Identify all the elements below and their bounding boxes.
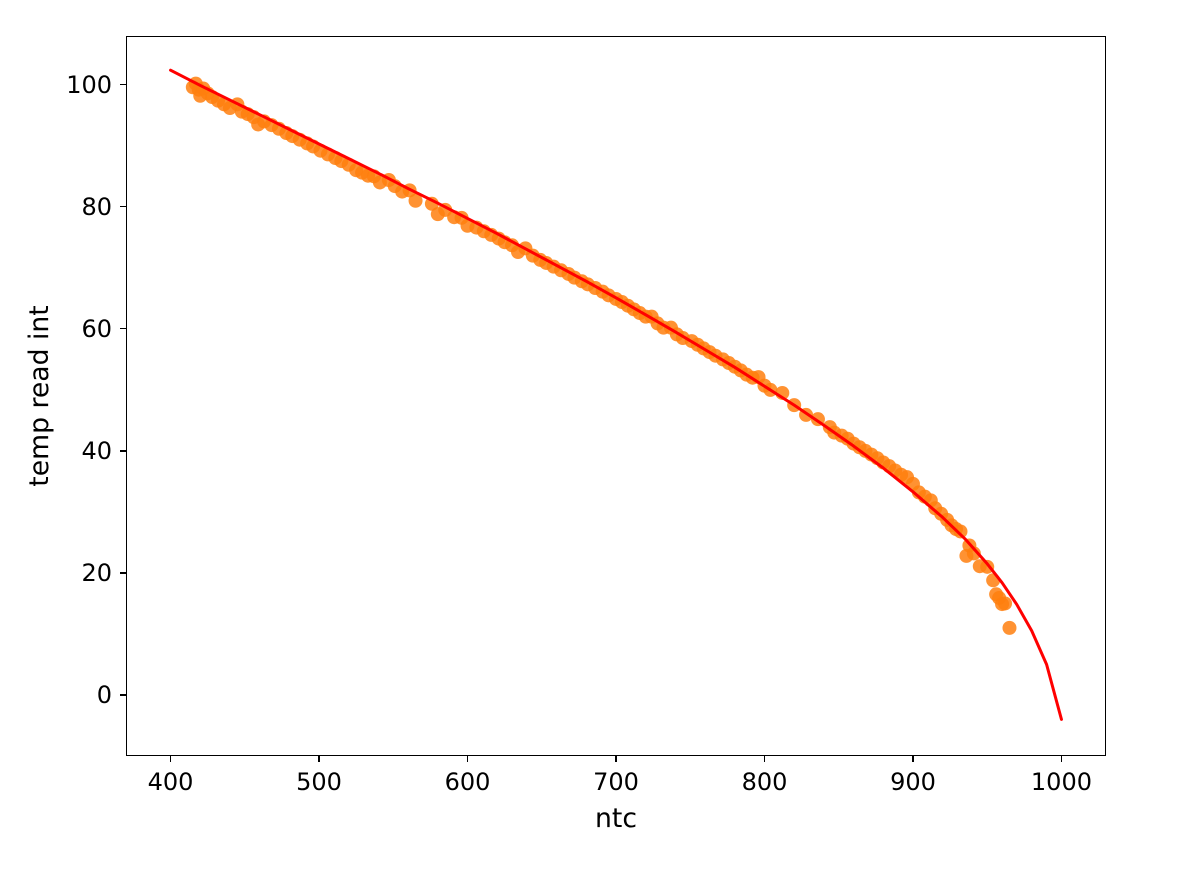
- x-tick: [764, 756, 765, 762]
- fit-line: [171, 70, 1062, 719]
- y-tick-label: 60: [81, 315, 112, 343]
- x-tick-label: 400: [148, 768, 194, 796]
- x-axis-label: ntc: [595, 803, 637, 834]
- x-tick-label: 500: [296, 768, 342, 796]
- y-tick: [120, 328, 126, 329]
- x-tick: [912, 756, 913, 762]
- y-tick: [120, 450, 126, 451]
- x-tick: [318, 756, 319, 762]
- y-tick: [120, 206, 126, 207]
- y-tick-label: 0: [97, 681, 112, 709]
- y-axis-label: temp read int: [24, 305, 55, 486]
- plot-axes: [126, 36, 1106, 756]
- scatter-point: [1002, 621, 1016, 635]
- x-tick: [170, 756, 171, 762]
- y-tick-label: 40: [81, 437, 112, 465]
- y-tick: [120, 694, 126, 695]
- y-tick: [120, 84, 126, 85]
- x-tick-label: 600: [445, 768, 491, 796]
- x-tick-label: 1000: [1031, 768, 1092, 796]
- scatter-point: [998, 596, 1012, 610]
- x-tick: [1061, 756, 1062, 762]
- x-tick: [467, 756, 468, 762]
- y-tick: [120, 572, 126, 573]
- plot-svg: [126, 36, 1106, 756]
- x-tick-label: 900: [890, 768, 936, 796]
- y-tick-label: 80: [81, 193, 112, 221]
- scatter-series: [186, 77, 1017, 635]
- y-tick-label: 20: [81, 559, 112, 587]
- x-tick-label: 800: [742, 768, 788, 796]
- x-tick: [615, 756, 616, 762]
- x-tick-label: 700: [593, 768, 639, 796]
- y-tick-label: 100: [66, 71, 112, 99]
- figure: ntc temp read int 4005006007008009001000…: [0, 0, 1191, 873]
